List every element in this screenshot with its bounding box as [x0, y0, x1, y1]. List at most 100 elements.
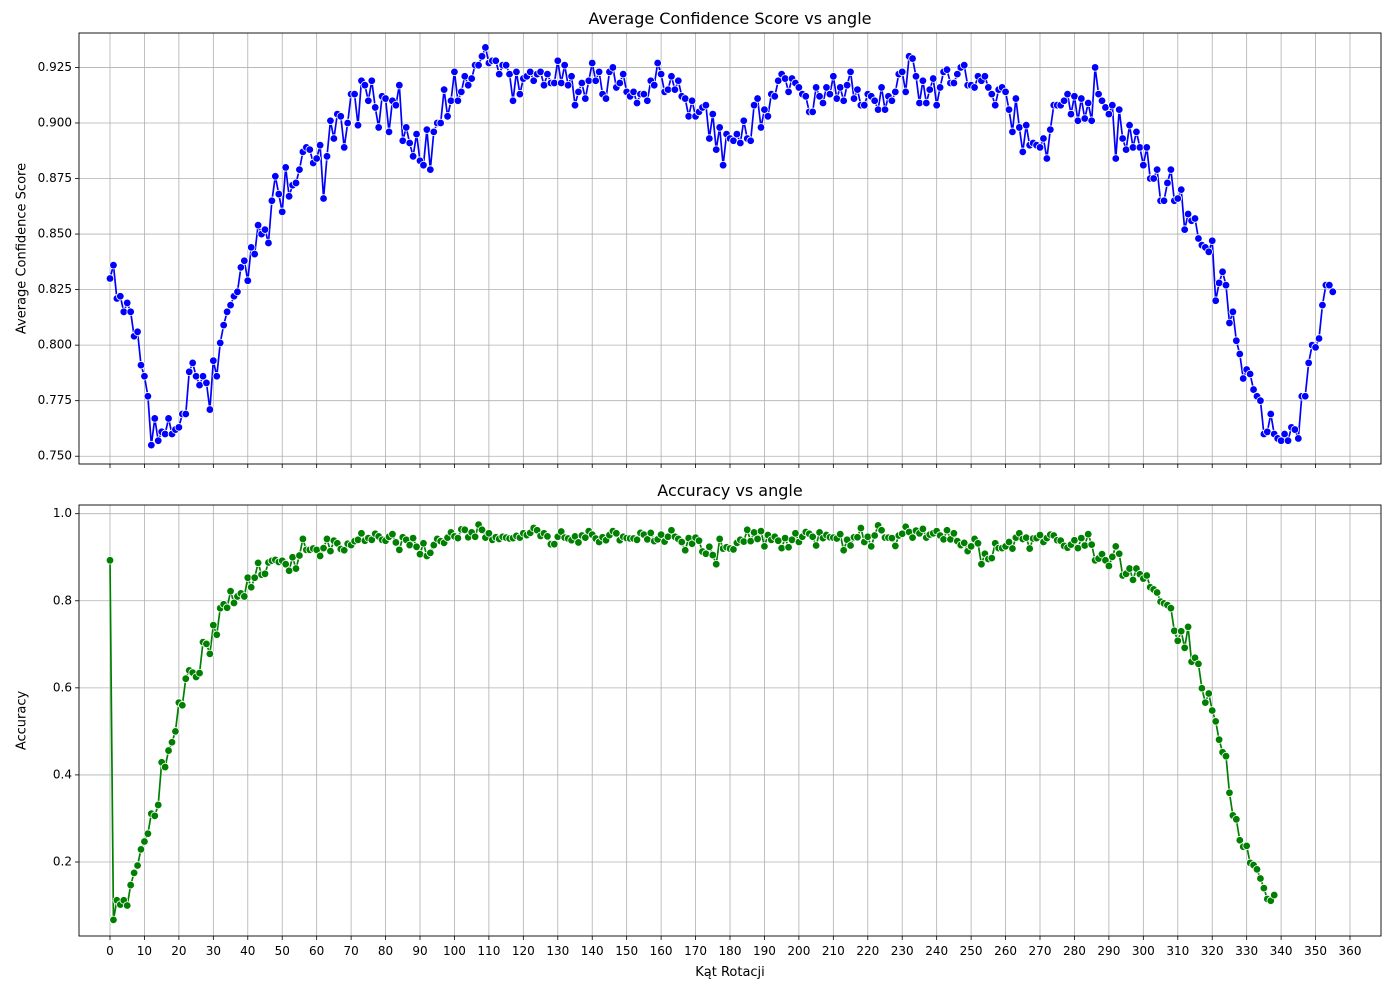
confidence-data-point	[1180, 225, 1189, 234]
accuracy-data-point	[1125, 564, 1134, 573]
confidence-data-point	[143, 392, 153, 401]
confidence-data-point	[1094, 89, 1103, 99]
accuracy-x-tick-label: 70	[343, 944, 358, 958]
accuracy-chart-title: Accuracy vs angle	[657, 481, 802, 500]
confidence-data-point	[1232, 336, 1241, 345]
confidence-data-point	[1073, 116, 1083, 125]
accuracy-data-point	[701, 549, 711, 558]
accuracy-data-point	[739, 537, 748, 546]
confidence-data-point	[515, 89, 525, 99]
confidence-data-point	[181, 409, 190, 419]
accuracy-data-point	[212, 630, 221, 639]
confidence-data-point	[536, 67, 545, 77]
accuracy-data-point	[1256, 874, 1265, 883]
confidence-data-point	[811, 83, 821, 92]
confidence-data-point	[250, 249, 259, 259]
accuracy-data-point	[291, 564, 301, 573]
accuracy-data-point	[939, 535, 948, 544]
confidence-data-point	[753, 94, 762, 103]
confidence-data-point	[715, 123, 724, 132]
confidence-data-point	[412, 129, 421, 139]
accuracy-data-point	[222, 603, 232, 612]
accuracy-data-point	[477, 525, 487, 535]
confidence-data-point	[632, 98, 642, 108]
accuracy-data-point	[977, 560, 986, 569]
accuracy-x-tick-label: 30	[206, 944, 221, 958]
accuracy-data-point	[1073, 543, 1083, 553]
confidence-data-point	[274, 189, 283, 199]
confidence-data-point	[732, 129, 742, 139]
accuracy-data-point	[1004, 537, 1014, 547]
accuracy-data-point	[1204, 689, 1213, 698]
accuracy-data-point	[484, 529, 494, 538]
accuracy-data-point	[774, 536, 783, 545]
accuracy-x-tick-label: 40	[240, 944, 255, 958]
confidence-data-point	[780, 74, 790, 83]
confidence-y-tick-label: 0.775	[38, 393, 72, 407]
confidence-data-point	[1118, 134, 1127, 143]
confidence-data-point	[901, 87, 910, 97]
confidence-data-point	[147, 440, 156, 450]
confidence-data-point	[749, 100, 759, 110]
confidence-data-point	[970, 83, 979, 92]
confidence-data-point	[887, 96, 897, 105]
confidence-y-tick-label: 0.750	[38, 449, 72, 463]
confidence-series-points	[105, 43, 1337, 450]
accuracy-data-point	[708, 550, 717, 560]
confidence-data-point	[650, 81, 659, 90]
confidence-data-point	[539, 81, 549, 90]
confidence-data-point	[712, 145, 721, 154]
confidence-data-point	[491, 56, 500, 65]
accuracy-data-point	[298, 534, 308, 544]
accuracy-data-point	[1252, 865, 1262, 874]
accuracy-data-point	[1104, 561, 1114, 571]
accuracy-data-point	[405, 540, 414, 550]
confidence-data-point	[164, 414, 173, 423]
accuracy-data-point	[154, 800, 163, 810]
accuracy-x-tick-label: 340	[1270, 944, 1293, 958]
confidence-y-tick-label: 0.875	[38, 171, 72, 185]
confidence-data-point	[140, 372, 149, 381]
accuracy-data-point	[319, 543, 328, 553]
confidence-data-point	[925, 85, 934, 94]
confidence-data-point	[136, 360, 146, 370]
confidence-data-point	[1035, 143, 1045, 152]
accuracy-x-tick-label: 150	[615, 944, 638, 958]
confidence-data-point	[918, 76, 928, 85]
confidence-data-point	[1166, 165, 1176, 174]
confidence-data-point	[1177, 185, 1186, 194]
confidence-data-point	[1218, 267, 1227, 277]
confidence-data-point	[1173, 194, 1182, 203]
confidence-data-point	[656, 69, 666, 79]
confidence-data-point	[501, 61, 511, 70]
accuracy-data-point	[357, 529, 366, 538]
confidence-data-point	[949, 78, 959, 88]
confidence-data-point	[1304, 358, 1313, 368]
confidence-data-point	[829, 72, 838, 81]
confidence-data-point	[1042, 154, 1052, 163]
confidence-data-point	[512, 67, 521, 77]
confidence-data-point	[860, 100, 869, 110]
confidence-data-point	[123, 298, 132, 308]
confidence-data-point	[1121, 145, 1131, 154]
accuracy-data-point	[240, 592, 249, 601]
accuracy-x-tick-label: 260	[994, 944, 1017, 958]
accuracy-data-point	[1108, 552, 1117, 562]
confidence-data-point	[643, 96, 652, 105]
accuracy-data-point	[681, 546, 690, 555]
confidence-data-point	[1015, 123, 1024, 132]
accuracy-x-tick-label: 170	[684, 944, 707, 958]
confidence-data-point	[343, 118, 352, 128]
accuracy-x-tick-label: 10	[137, 944, 152, 958]
confidence-data-point	[563, 81, 573, 90]
confidence-data-point	[119, 307, 128, 317]
confidence-data-point	[1132, 127, 1141, 137]
confidence-data-point	[619, 69, 628, 79]
accuracy-data-point	[987, 553, 996, 563]
confidence-data-point	[508, 96, 518, 105]
accuracy-data-point	[791, 529, 800, 538]
confidence-data-point	[1208, 236, 1217, 245]
accuracy-x-tick-label: 250	[960, 944, 983, 958]
confidence-data-point	[1311, 343, 1320, 352]
confidence-data-point	[233, 287, 242, 297]
